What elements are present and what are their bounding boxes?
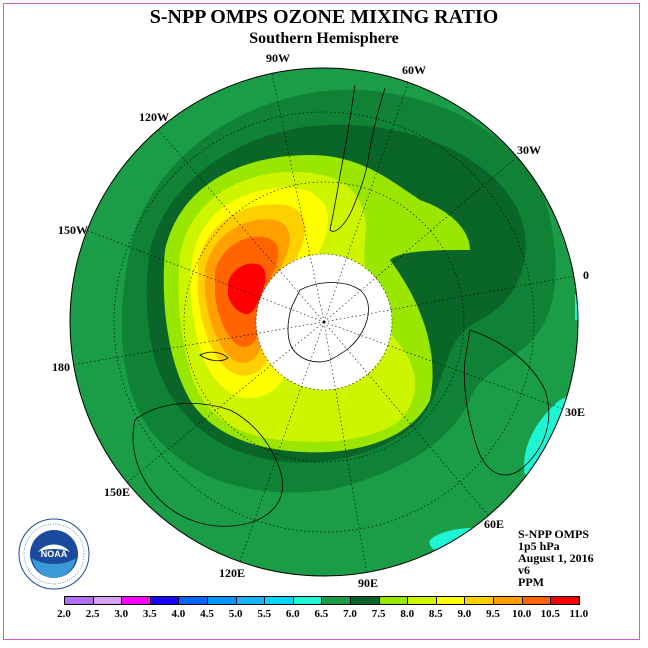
colorbar-label: 9.0 [457, 608, 472, 620]
colorbar-label: 2.0 [57, 608, 71, 620]
map-boundary [69, 67, 579, 577]
colorbar-label: 9.5 [486, 608, 500, 620]
graticule [71, 68, 578, 576]
coastline-antarctica [287, 282, 369, 363]
colorbar-label: 11.0 [569, 608, 589, 620]
colorbar-swatch [521, 596, 552, 605]
lon-label-30e: 30E [565, 405, 586, 419]
lon-label-60e: 60E [484, 517, 505, 531]
lon-label-90w: 90W [266, 51, 290, 65]
colorbar-label: 10.5 [540, 608, 560, 620]
lon-label-150w: 150W [58, 223, 88, 237]
colorbar-swatch [550, 596, 580, 605]
colorbar-swatch [321, 596, 351, 605]
colorbar-label: 8.5 [428, 608, 443, 620]
map-subtitle: Southern Hemisphere [249, 30, 399, 47]
lon-label-120e: 120E [219, 566, 246, 580]
colorbar-label: 4.0 [171, 608, 186, 620]
colorbar-label: 6.5 [314, 608, 329, 620]
lon-label-60w: 60W [402, 63, 426, 77]
lon-label-90e: 90E [358, 576, 379, 590]
field-10-5 [228, 263, 266, 315]
colorbar-swatch [435, 596, 466, 605]
colorbar-swatch [64, 596, 94, 605]
colorbar-swatch [378, 596, 409, 605]
south-pole-dot [322, 320, 326, 324]
coastline-new-zealand [199, 351, 229, 362]
figure-frame [3, 3, 640, 640]
lon-label-120w: 120W [139, 110, 169, 124]
colorbar-label: 2.5 [85, 608, 100, 620]
info-date: August 1, 2016 [518, 551, 594, 565]
colorbar-swatch [92, 596, 123, 605]
colorbar-label: 6.0 [285, 608, 300, 620]
coastline-australia [132, 403, 283, 527]
colorbar-swatch [235, 596, 266, 605]
colorbar-label: 3.0 [114, 608, 129, 620]
info-level: 1p5 hPa [518, 539, 560, 553]
info-units: PPM [518, 575, 544, 589]
noaa-logo-text: NOAA [41, 549, 68, 559]
colorbar-label: 5.5 [257, 608, 272, 620]
lon-label-180: 180 [52, 360, 70, 374]
info-instrument: S-NPP OMPS [518, 527, 589, 541]
info-block: S-NPP OMPS 1p5 hPa August 1, 2016 v6 PPM [518, 528, 594, 588]
colorbar-swatch [178, 596, 208, 605]
colorbar-swatch [350, 596, 380, 605]
colorbar-label: 4.5 [200, 608, 214, 620]
colorbar-label: 8.0 [400, 608, 415, 620]
colorbar-swatch [292, 596, 323, 605]
colorbar-swatch [493, 596, 523, 605]
colorbar-swatch [407, 596, 437, 605]
colorbar-swatch [264, 596, 294, 605]
lon-label-30w: 30W [517, 143, 541, 157]
colorbar-swatch [207, 596, 237, 605]
coastline-africa [464, 329, 550, 476]
colorbar-label: 10.0 [511, 608, 532, 620]
colorbar-swatch [464, 596, 494, 605]
lon-label-0: 0 [583, 268, 589, 282]
colorbar-swatch [149, 596, 180, 605]
map-title: S-NPP OMPS OZONE MIXING RATIO [149, 6, 499, 28]
colorbar-label: 7.5 [371, 608, 386, 620]
colorbar-swatch [121, 596, 151, 605]
colorbar-label: 5.0 [228, 608, 243, 620]
info-version: v6 [518, 563, 530, 577]
colorbar-label: 3.5 [142, 608, 157, 620]
coastline-south-america [329, 84, 386, 232]
lon-label-150e: 150E [104, 485, 131, 499]
noaa-logo: NOAA [18, 518, 90, 590]
colorbar-label: 7.0 [343, 608, 357, 620]
